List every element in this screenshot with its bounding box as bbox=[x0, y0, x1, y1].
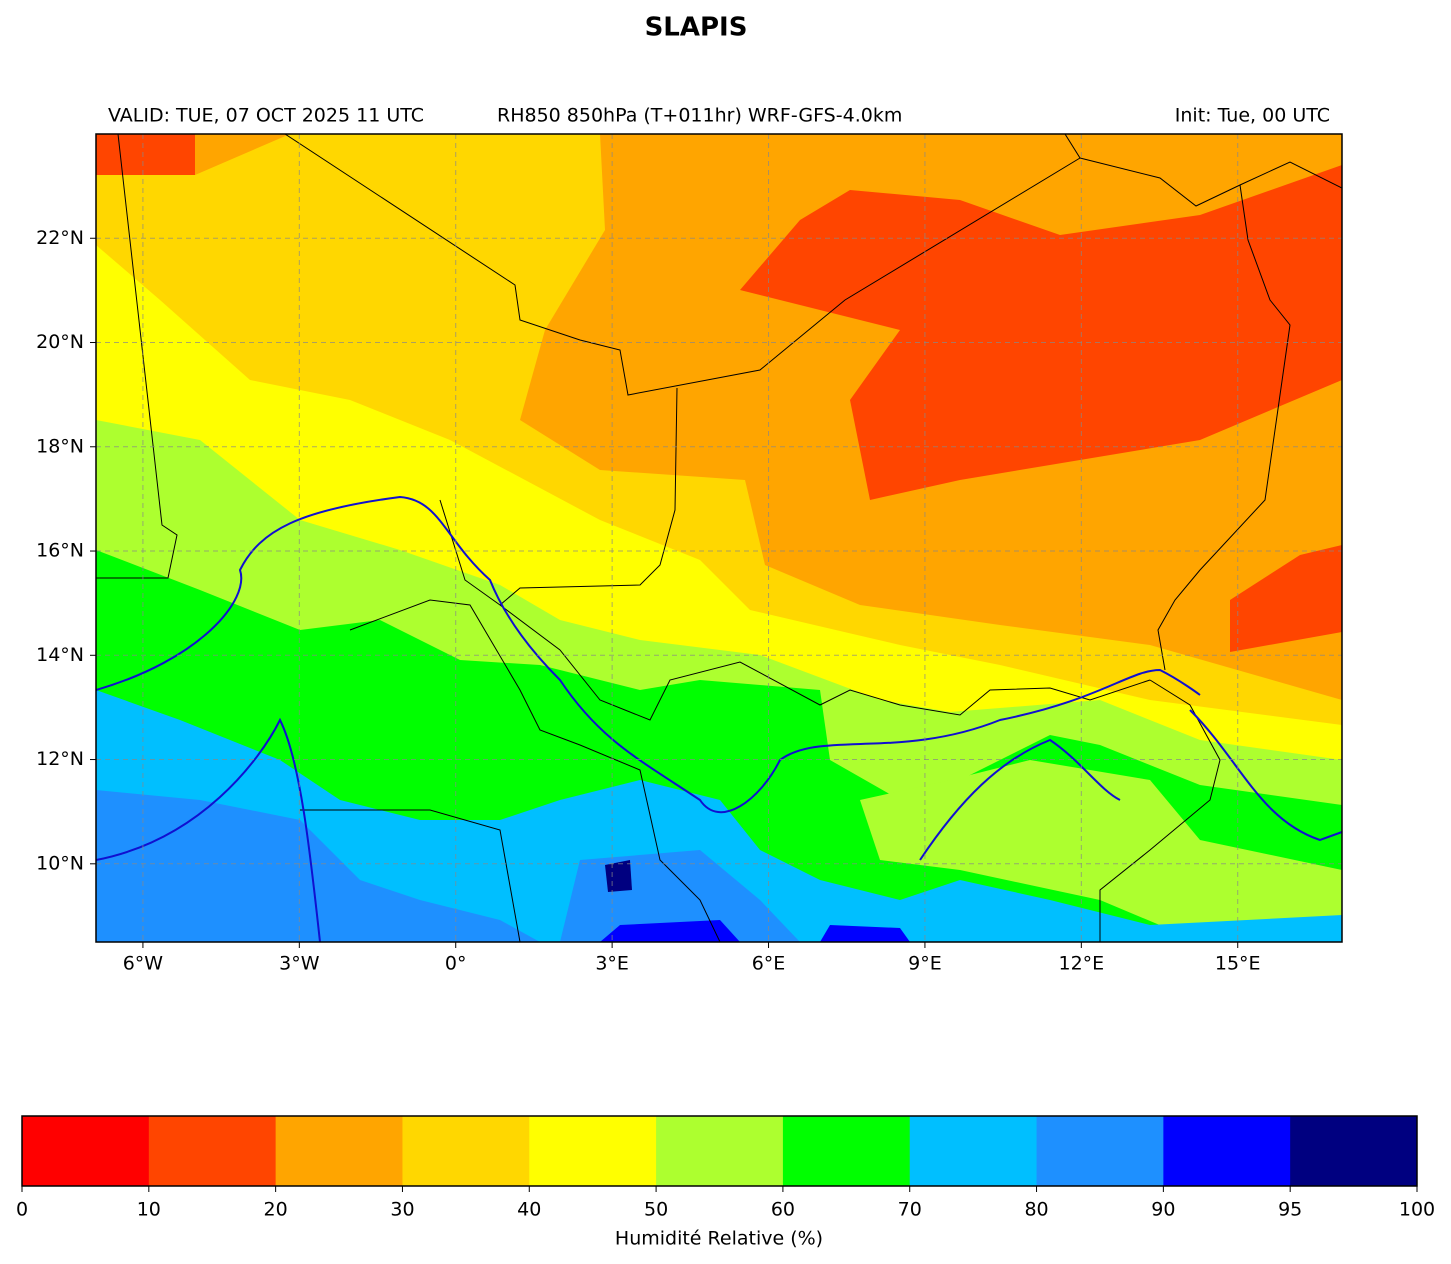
colorbar-frame bbox=[21, 1115, 1418, 1187]
y-tick-label: 10°N bbox=[36, 852, 84, 874]
colorbar-segment bbox=[529, 1116, 657, 1186]
x-tick-label: 6°W bbox=[123, 953, 164, 975]
country-border bbox=[1079, 157, 1342, 207]
colorbar-segment bbox=[782, 1116, 911, 1186]
field-area bbox=[1230, 545, 1342, 652]
field-area bbox=[740, 165, 1342, 500]
country-border bbox=[499, 387, 678, 606]
y-tick-label: 12°N bbox=[36, 748, 84, 770]
colorbar-label: Humidité Relative (%) bbox=[615, 1228, 823, 1250]
field-area bbox=[605, 860, 632, 892]
init-time: Init: Tue, 00 UTC bbox=[1175, 105, 1330, 127]
country-border bbox=[1099, 679, 1221, 942]
colorbar-tick-label: 95 bbox=[1278, 1199, 1302, 1221]
field-area bbox=[96, 690, 1342, 942]
colorbar-tick-label: 0 bbox=[16, 1199, 28, 1221]
x-tick-label: 6°E bbox=[752, 953, 786, 975]
field bbox=[96, 134, 1342, 942]
river bbox=[1189, 709, 1342, 842]
y-tick-label: 22°N bbox=[36, 227, 84, 249]
country-border bbox=[349, 599, 721, 942]
country-border bbox=[439, 499, 1151, 721]
valid-time: VALID: TUE, 07 OCT 2025 11 UTC bbox=[108, 105, 424, 127]
x-tick-label: 3°W bbox=[279, 953, 320, 975]
colorbar-tick-label: 70 bbox=[898, 1199, 922, 1221]
x-tick-label: 15°E bbox=[1215, 953, 1261, 975]
colorbar-segment bbox=[402, 1116, 530, 1186]
colorbar: 0 10 20 30 40 50 60 70 80 90 95 100 bbox=[16, 1115, 1435, 1221]
x-tick-label: 12°E bbox=[1058, 953, 1104, 975]
colorbar-segment bbox=[1290, 1116, 1418, 1186]
x-tick-label: 3°E bbox=[595, 953, 629, 975]
colorbar-tick-label: 80 bbox=[1024, 1199, 1048, 1221]
country-border bbox=[96, 134, 178, 579]
field-area bbox=[600, 920, 740, 942]
river bbox=[919, 738, 1121, 861]
y-tick-label: 14°N bbox=[36, 644, 84, 666]
colorbar-tick-label: 90 bbox=[1151, 1199, 1175, 1221]
country-border bbox=[300, 809, 521, 942]
colorbar-tick-label: 10 bbox=[137, 1199, 161, 1221]
river bbox=[96, 717, 321, 942]
axes: 6°W 3°W 0° 3°E 6°E 9°E 12°E 15°E 10°N 12°N 14°N 16°… bbox=[36, 134, 1342, 975]
y-tick-label: 16°N bbox=[36, 540, 84, 562]
x-tick-label: 9°E bbox=[908, 953, 942, 975]
country-border bbox=[284, 134, 1081, 396]
colorbar-tick-label: 60 bbox=[771, 1199, 795, 1221]
colorbar-segment bbox=[275, 1116, 403, 1186]
colorbar-tick-label: 50 bbox=[644, 1199, 668, 1221]
field-area bbox=[96, 134, 195, 175]
country-border bbox=[1157, 184, 1291, 671]
colorbar-segment bbox=[148, 1116, 277, 1186]
title: SLAPIS bbox=[645, 13, 748, 43]
river bbox=[96, 495, 1201, 814]
colorbar-segment bbox=[1036, 1116, 1164, 1186]
colorbar-tick-label: 100 bbox=[1399, 1199, 1435, 1221]
colorbar-segment bbox=[909, 1116, 1038, 1186]
colorbar-tick-label: 30 bbox=[390, 1199, 414, 1221]
y-tick-label: 18°N bbox=[36, 435, 84, 457]
y-tick-label: 20°N bbox=[36, 331, 84, 353]
product: RH850 850hPa (T+011hr) WRF-GFS-4.0km bbox=[497, 105, 902, 127]
colorbar-tick-label: 20 bbox=[264, 1199, 288, 1221]
colorbar-tick-label: 40 bbox=[517, 1199, 541, 1221]
x-tick-label: 0° bbox=[445, 953, 467, 975]
colorbar-segment bbox=[22, 1116, 150, 1186]
colorbar-segment bbox=[656, 1116, 784, 1186]
colorbar-segment bbox=[1163, 1116, 1291, 1186]
map-frame bbox=[95, 133, 1343, 943]
field-area bbox=[820, 925, 910, 942]
field-area bbox=[860, 760, 1342, 942]
field-area bbox=[96, 790, 540, 942]
